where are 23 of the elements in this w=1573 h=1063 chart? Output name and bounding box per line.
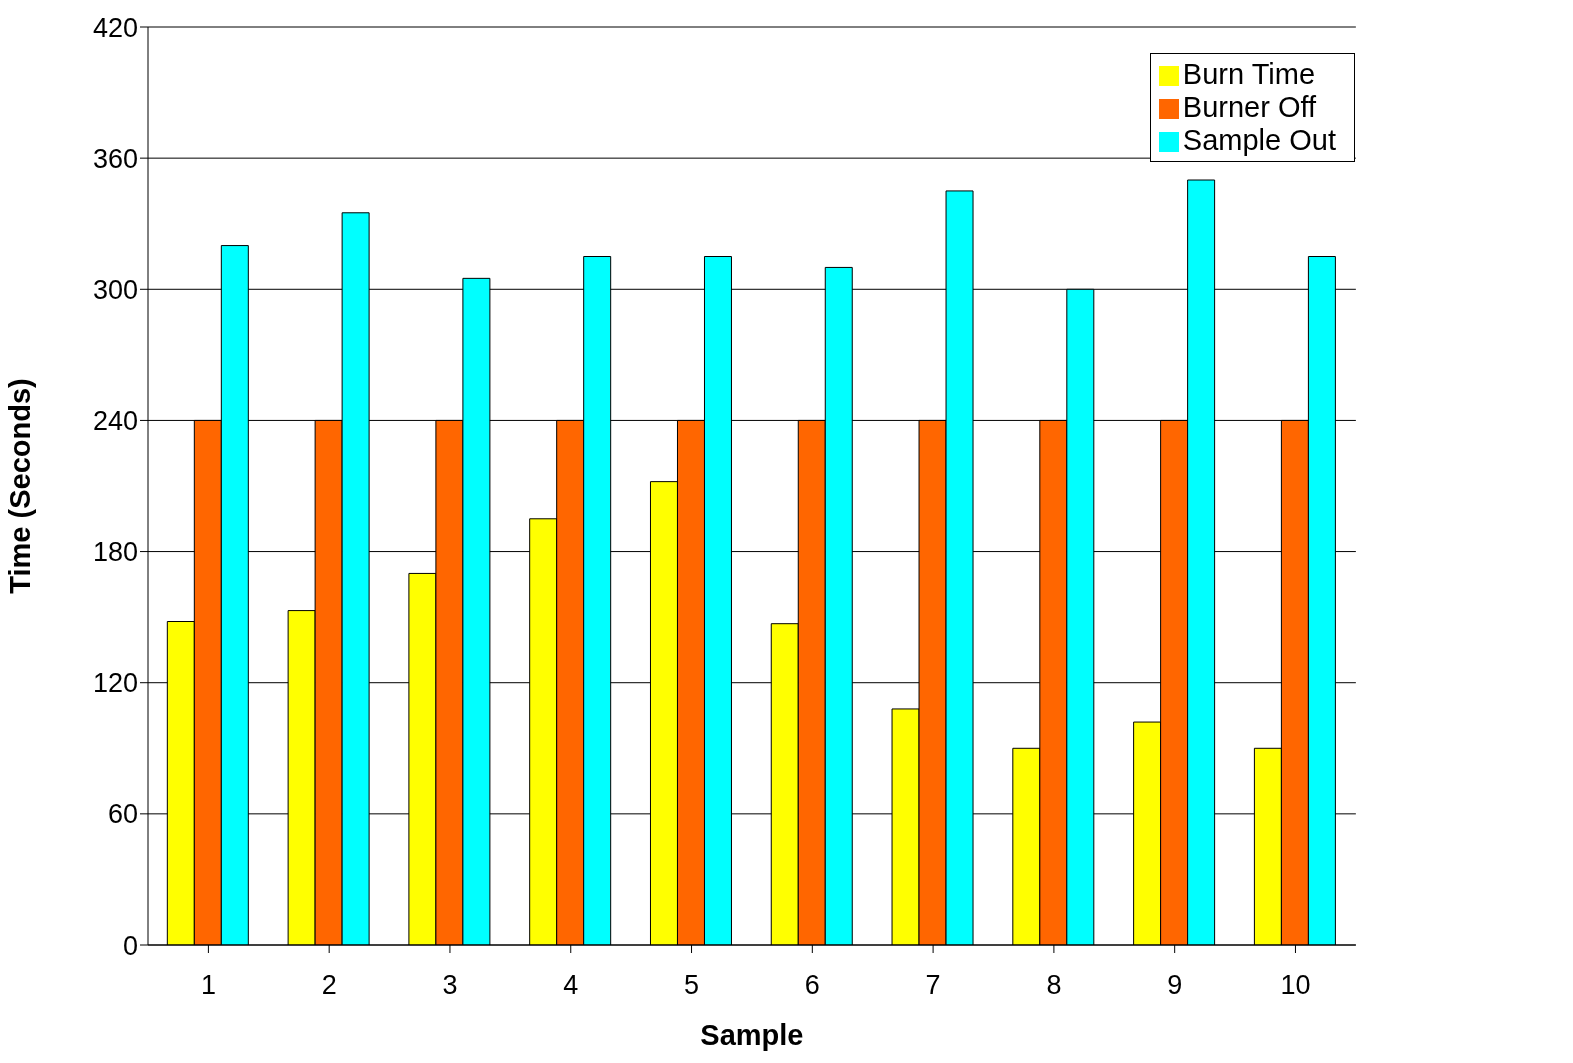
y-tick-label: 300	[92, 274, 138, 305]
x-tick-label: 1	[200, 970, 216, 1001]
x-axis-title: Sample	[700, 1019, 804, 1051]
x-tick-label: 5	[684, 970, 700, 1001]
y-tick-label: 360	[92, 143, 138, 174]
x-tick-label: 8	[1046, 970, 1062, 1001]
x-tick-label: 3	[442, 970, 458, 1001]
x-tick-label: 10	[1280, 970, 1311, 1001]
legend-label: Sample Out	[1182, 124, 1336, 156]
y-tick-label: 0	[122, 930, 138, 961]
y-axis-title: Time (Seconds)	[4, 378, 37, 594]
y-tick-label: 240	[92, 406, 138, 437]
legend-label: Burn Time	[1182, 58, 1316, 90]
y-tick-label: 420	[92, 12, 138, 43]
x-tick-label: 4	[563, 970, 579, 1001]
x-tick-label: 7	[925, 970, 941, 1001]
y-tick-label: 60	[107, 799, 138, 830]
x-tick-label: 2	[321, 970, 337, 1001]
x-tick-label: 6	[804, 970, 820, 1001]
legend-label: Burner Off	[1182, 91, 1317, 123]
y-tick-label: 180	[92, 537, 138, 568]
y-tick-label: 120	[92, 668, 138, 699]
x-tick-label: 9	[1167, 970, 1183, 1001]
